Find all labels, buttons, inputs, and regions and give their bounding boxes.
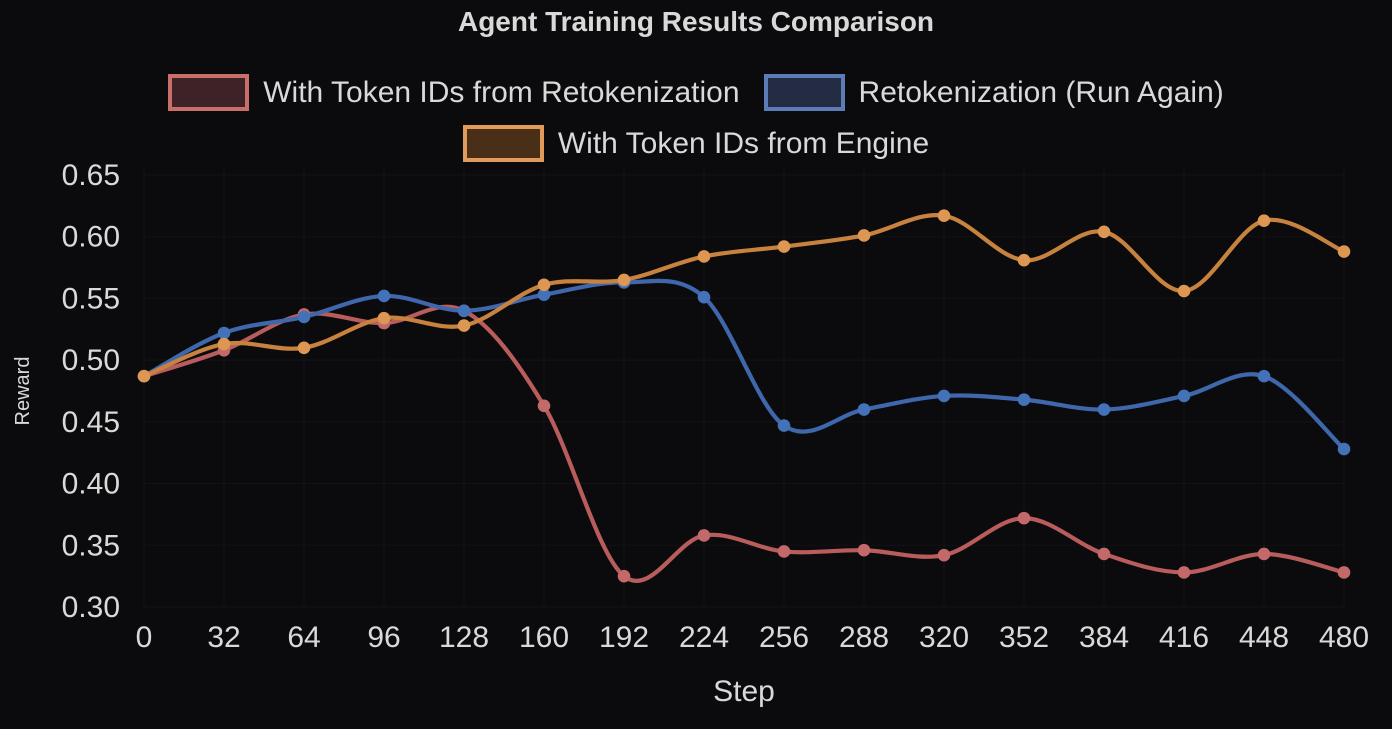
svg-text:0.60: 0.60 xyxy=(62,221,120,254)
svg-text:Reward: Reward xyxy=(12,357,34,426)
svg-text:0.55: 0.55 xyxy=(62,282,120,315)
svg-text:352: 352 xyxy=(999,621,1049,654)
svg-text:256: 256 xyxy=(759,621,809,654)
svg-text:320: 320 xyxy=(919,621,969,654)
svg-text:128: 128 xyxy=(439,621,489,654)
svg-text:480: 480 xyxy=(1319,621,1369,654)
svg-text:32: 32 xyxy=(207,621,240,654)
svg-text:64: 64 xyxy=(287,621,320,654)
svg-text:0.30: 0.30 xyxy=(62,591,120,624)
svg-text:0.65: 0.65 xyxy=(62,159,120,192)
svg-text:192: 192 xyxy=(599,621,649,654)
svg-text:Step: Step xyxy=(713,675,775,708)
svg-text:0.45: 0.45 xyxy=(62,406,120,439)
svg-text:448: 448 xyxy=(1239,621,1289,654)
svg-text:224: 224 xyxy=(679,621,729,654)
svg-text:384: 384 xyxy=(1079,621,1129,654)
svg-text:0.35: 0.35 xyxy=(62,529,120,562)
svg-text:0: 0 xyxy=(136,621,153,654)
svg-text:96: 96 xyxy=(367,621,400,654)
svg-text:0.50: 0.50 xyxy=(62,344,120,377)
svg-text:0.40: 0.40 xyxy=(62,468,120,501)
svg-text:288: 288 xyxy=(839,621,889,654)
svg-text:160: 160 xyxy=(519,621,569,654)
svg-text:416: 416 xyxy=(1159,621,1209,654)
